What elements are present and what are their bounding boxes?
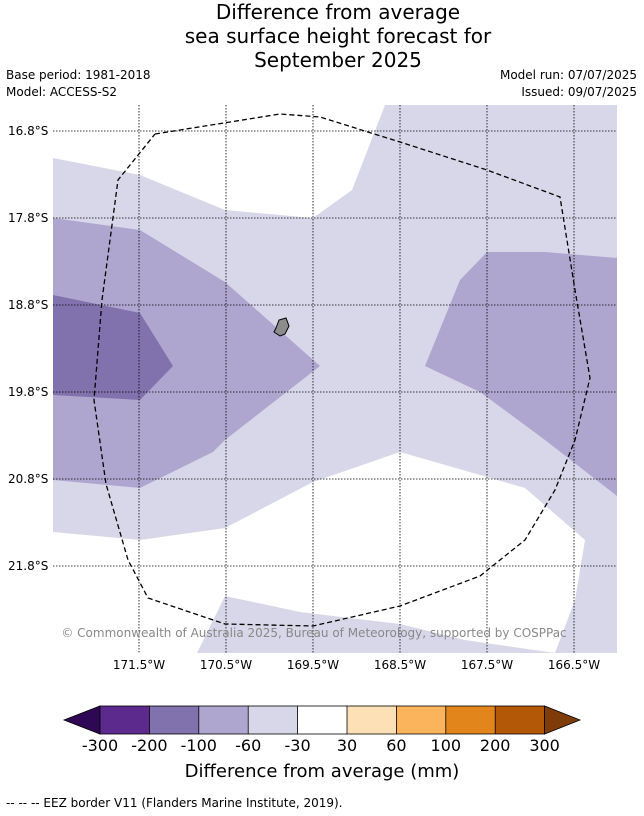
colorbar-tick-label: -30 — [284, 736, 311, 755]
anomaly-band-medium-east — [425, 252, 617, 496]
colorbar — [62, 705, 582, 735]
eez-border — [93, 113, 591, 627]
map-title: Difference from average sea surface heig… — [0, 0, 644, 72]
colorbar-bin-9 — [495, 706, 545, 734]
anomaly-band-light — [53, 105, 617, 653]
colorbar-bin-4 — [248, 706, 298, 734]
lon-label: 166.5°W — [547, 658, 601, 672]
anomaly-band-medium-west — [53, 218, 320, 488]
model-label: Model: ACCESS-S2 — [6, 85, 118, 99]
colorbar-dividers — [148, 706, 496, 734]
meta-left: Base period: 1981-2018 Model: ACCESS-S2 — [6, 67, 151, 101]
lat-label: 18.8°S — [8, 298, 49, 312]
colorbar-extend-high — [544, 705, 582, 735]
lon-label: 167.5°W — [460, 658, 514, 672]
colorbar-title: Difference from average (mm) — [184, 761, 460, 782]
meta-right: Model run: 07/07/2025 Issued: 09/07/2025 — [500, 67, 637, 101]
island-shape — [273, 317, 290, 337]
title-line-2: sea surface height forecast for — [184, 24, 492, 48]
colorbar-tick-label: -60 — [235, 736, 262, 755]
lon-label: 169.5°W — [286, 658, 340, 672]
lon-label: 171.5°W — [112, 658, 166, 672]
lat-label: 20.8°S — [8, 472, 49, 486]
colorbar-extend-low — [62, 705, 101, 735]
colorbar-tick-label: 30 — [336, 736, 358, 755]
issued-label: Issued: 09/07/2025 — [521, 85, 637, 99]
colorbar-tick-label: 60 — [386, 736, 407, 755]
colorbar-tick-label: 200 — [479, 736, 511, 755]
colorbar-tick-label: -300 — [81, 736, 119, 755]
lat-label: 21.8°S — [8, 559, 49, 573]
colorbar-bin-8 — [445, 706, 496, 734]
anomaly-band-dark-west — [53, 295, 173, 400]
lon-label: 168.5°W — [373, 658, 427, 672]
colorbar-bin-2 — [149, 706, 199, 734]
gridlines — [53, 105, 617, 653]
model-run-label: Model run: 07/07/2025 — [499, 68, 637, 82]
lat-label: 16.8°S — [8, 124, 49, 138]
copyright-notice: © Commonwealth of Australia 2025, Bureau… — [61, 626, 567, 640]
colorbar-bin-6 — [347, 706, 397, 734]
eez-footnote: -- -- -- EEZ border V11 (Flanders Marine… — [6, 796, 343, 810]
lat-label: 19.8°S — [8, 385, 49, 399]
colorbar-bin-1 — [100, 706, 150, 734]
colorbar-bin-3 — [198, 706, 249, 734]
title-line-3: September 2025 — [254, 48, 422, 72]
anomaly-band-light-south — [197, 596, 555, 653]
colorbar-tick-label: 100 — [430, 736, 462, 755]
lat-label: 17.8°S — [8, 211, 49, 225]
colorbar-bin-7 — [396, 706, 446, 734]
title-line-1: Difference from average — [215, 0, 461, 24]
base-period-label: Base period: 1981-2018 — [6, 68, 151, 82]
colorbar-tick-label: 300 — [529, 736, 560, 755]
colorbar-bin-5 — [297, 706, 347, 734]
lon-label: 170.5°W — [199, 658, 253, 672]
colorbar-tick-label: -100 — [180, 736, 217, 755]
colorbar-tick-label: -200 — [131, 736, 168, 755]
colorbar-outline — [99, 705, 546, 735]
